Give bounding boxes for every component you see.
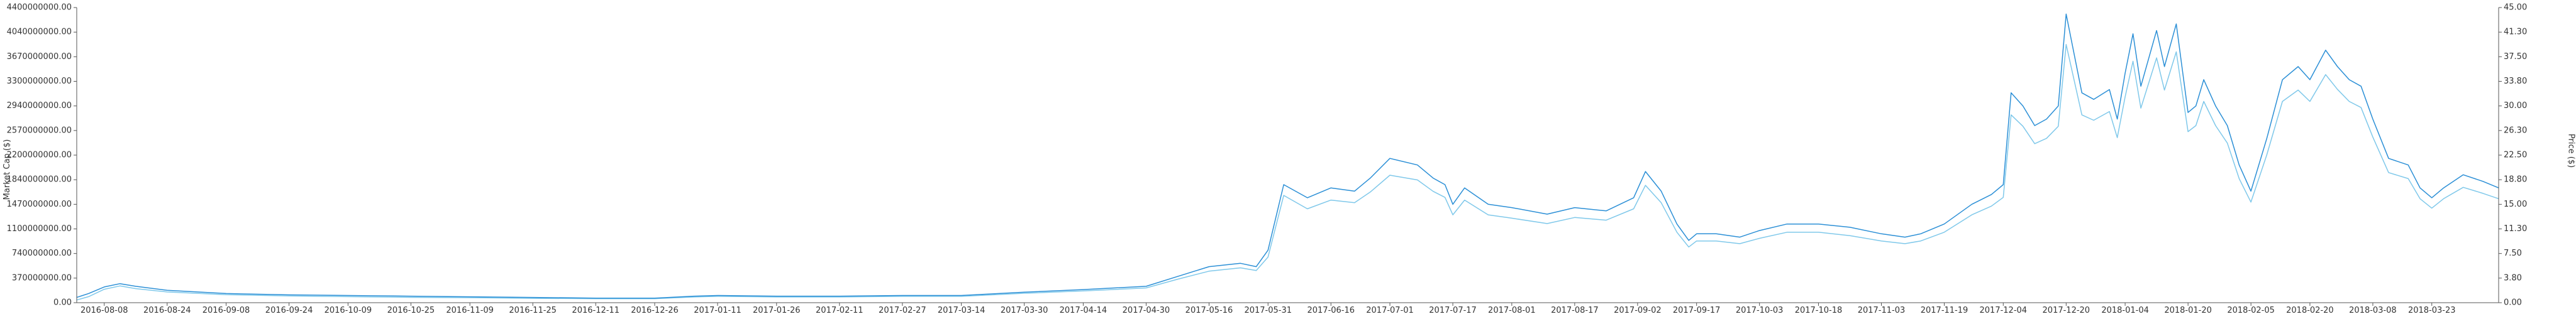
- x-tick-label: 2017-12-20: [2043, 306, 2090, 314]
- left-tick-label: 2940000000.00: [7, 101, 72, 111]
- x-tick-label: 2016-08-24: [143, 306, 191, 314]
- x-tick-label: 2018-02-20: [2286, 306, 2334, 314]
- right-tick-label: 15.00: [2504, 200, 2527, 209]
- x-tick-label: 2018-03-08: [2349, 306, 2397, 314]
- x-tick-label: 2017-09-02: [1614, 306, 1662, 314]
- x-tick-label: 2017-04-14: [1060, 306, 1108, 314]
- x-tick-label: 2016-09-24: [265, 306, 313, 314]
- right-tick-label: 37.50: [2504, 52, 2527, 62]
- x-tick-label: 2017-06-16: [1307, 306, 1355, 314]
- x-tick-label: 2018-01-04: [2101, 306, 2149, 314]
- x-tick-label: 2016-12-11: [572, 306, 619, 314]
- market-cap-line: [76, 44, 2499, 301]
- x-tick-label: 2018-01-20: [2164, 306, 2212, 314]
- x-tick-label: 2018-03-23: [2408, 306, 2456, 314]
- right-tick-label: 18.80: [2504, 175, 2527, 185]
- x-tick-label: 2018-02-05: [2227, 306, 2275, 314]
- right-y-axis-title: Price ($): [2567, 134, 2576, 168]
- left-tick-label: 0.00: [53, 298, 72, 308]
- x-tick-label: 2016-09-08: [203, 306, 250, 314]
- left-tick-label: 1100000000.00: [7, 224, 72, 234]
- price-line: [76, 13, 2499, 299]
- x-tick-label: 2017-02-27: [879, 306, 926, 314]
- x-tick-label: 2017-01-11: [694, 306, 741, 314]
- x-tick-label: 2017-11-19: [1921, 306, 1968, 314]
- x-tick-label: 2017-09-17: [1673, 306, 1721, 314]
- right-tick-label: 0.00: [2504, 298, 2522, 308]
- right-tick-label: 26.30: [2504, 126, 2527, 135]
- right-tick-label: 7.50: [2504, 249, 2522, 258]
- right-tick-label: 30.00: [2504, 101, 2527, 111]
- right-tick-label: 41.30: [2504, 28, 2527, 37]
- x-tick-label: 2016-10-25: [387, 306, 435, 314]
- x-tick-label: 2017-11-03: [1858, 306, 1906, 314]
- right-tick-label: 33.80: [2504, 77, 2527, 86]
- x-tick-label: 2017-05-31: [1244, 306, 1292, 314]
- x-tick-label: 2017-07-01: [1366, 306, 1414, 314]
- right-tick-label: 11.30: [2504, 224, 2527, 234]
- right-tick-label: 22.50: [2504, 151, 2527, 160]
- left-y-axis-ticks: 0.00 370000000.00 740000000.00 1100000000.0…: [7, 3, 77, 308]
- left-tick-label: 1840000000.00: [7, 175, 72, 185]
- x-axis-ticks: 2016-08-08 2016-08-24 2016-09-08 2016-09-24…: [80, 303, 2456, 314]
- left-tick-label: 370000000.00: [12, 273, 72, 283]
- x-tick-label: 2017-05-16: [1185, 306, 1233, 314]
- left-y-axis-title: Market Cap ($): [3, 139, 12, 200]
- left-tick-label: 3670000000.00: [7, 52, 72, 62]
- x-tick-label: 2017-02-11: [816, 306, 863, 314]
- x-tick-label: 2017-10-03: [1736, 306, 1784, 314]
- x-tick-label: 2017-07-17: [1429, 306, 1477, 314]
- x-tick-label: 2017-08-17: [1551, 306, 1599, 314]
- x-tick-label: 2016-11-25: [509, 306, 557, 314]
- left-tick-label: 3300000000.00: [7, 77, 72, 86]
- x-tick-label: 2016-11-09: [446, 306, 494, 314]
- right-tick-label: 3.80: [2504, 273, 2522, 283]
- x-tick-label: 2017-03-14: [938, 306, 985, 314]
- x-tick-label: 2017-12-04: [1980, 306, 2028, 314]
- left-tick-label: 2570000000.00: [7, 126, 72, 135]
- x-tick-label: 2017-01-26: [753, 306, 801, 314]
- x-tick-label: 2017-03-30: [1001, 306, 1048, 314]
- left-tick-label: 740000000.00: [12, 249, 72, 258]
- x-tick-label: 2017-04-30: [1123, 306, 1170, 314]
- left-tick-label: 1470000000.00: [7, 200, 72, 209]
- x-tick-label: 2017-08-01: [1488, 306, 1536, 314]
- series-lines: [76, 13, 2499, 301]
- x-tick-label: 2016-12-26: [631, 306, 679, 314]
- x-tick-label: 2017-10-18: [1795, 306, 1843, 314]
- left-tick-label: 4400000000.00: [7, 3, 72, 13]
- left-tick-label: 2200000000.00: [7, 151, 72, 160]
- right-tick-label: 45.00: [2504, 3, 2527, 13]
- right-y-axis-ticks: 0.00 3.80 7.50 11.30 15.00 18.80 22.50 26.30 30.…: [2499, 3, 2527, 308]
- x-tick-label: 2016-08-08: [80, 306, 128, 314]
- left-tick-label: 4040000000.00: [7, 28, 72, 37]
- x-tick-label: 2016-10-09: [325, 306, 372, 314]
